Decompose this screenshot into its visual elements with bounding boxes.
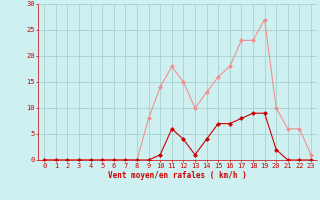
X-axis label: Vent moyen/en rafales ( km/h ): Vent moyen/en rafales ( km/h ) [108, 171, 247, 180]
